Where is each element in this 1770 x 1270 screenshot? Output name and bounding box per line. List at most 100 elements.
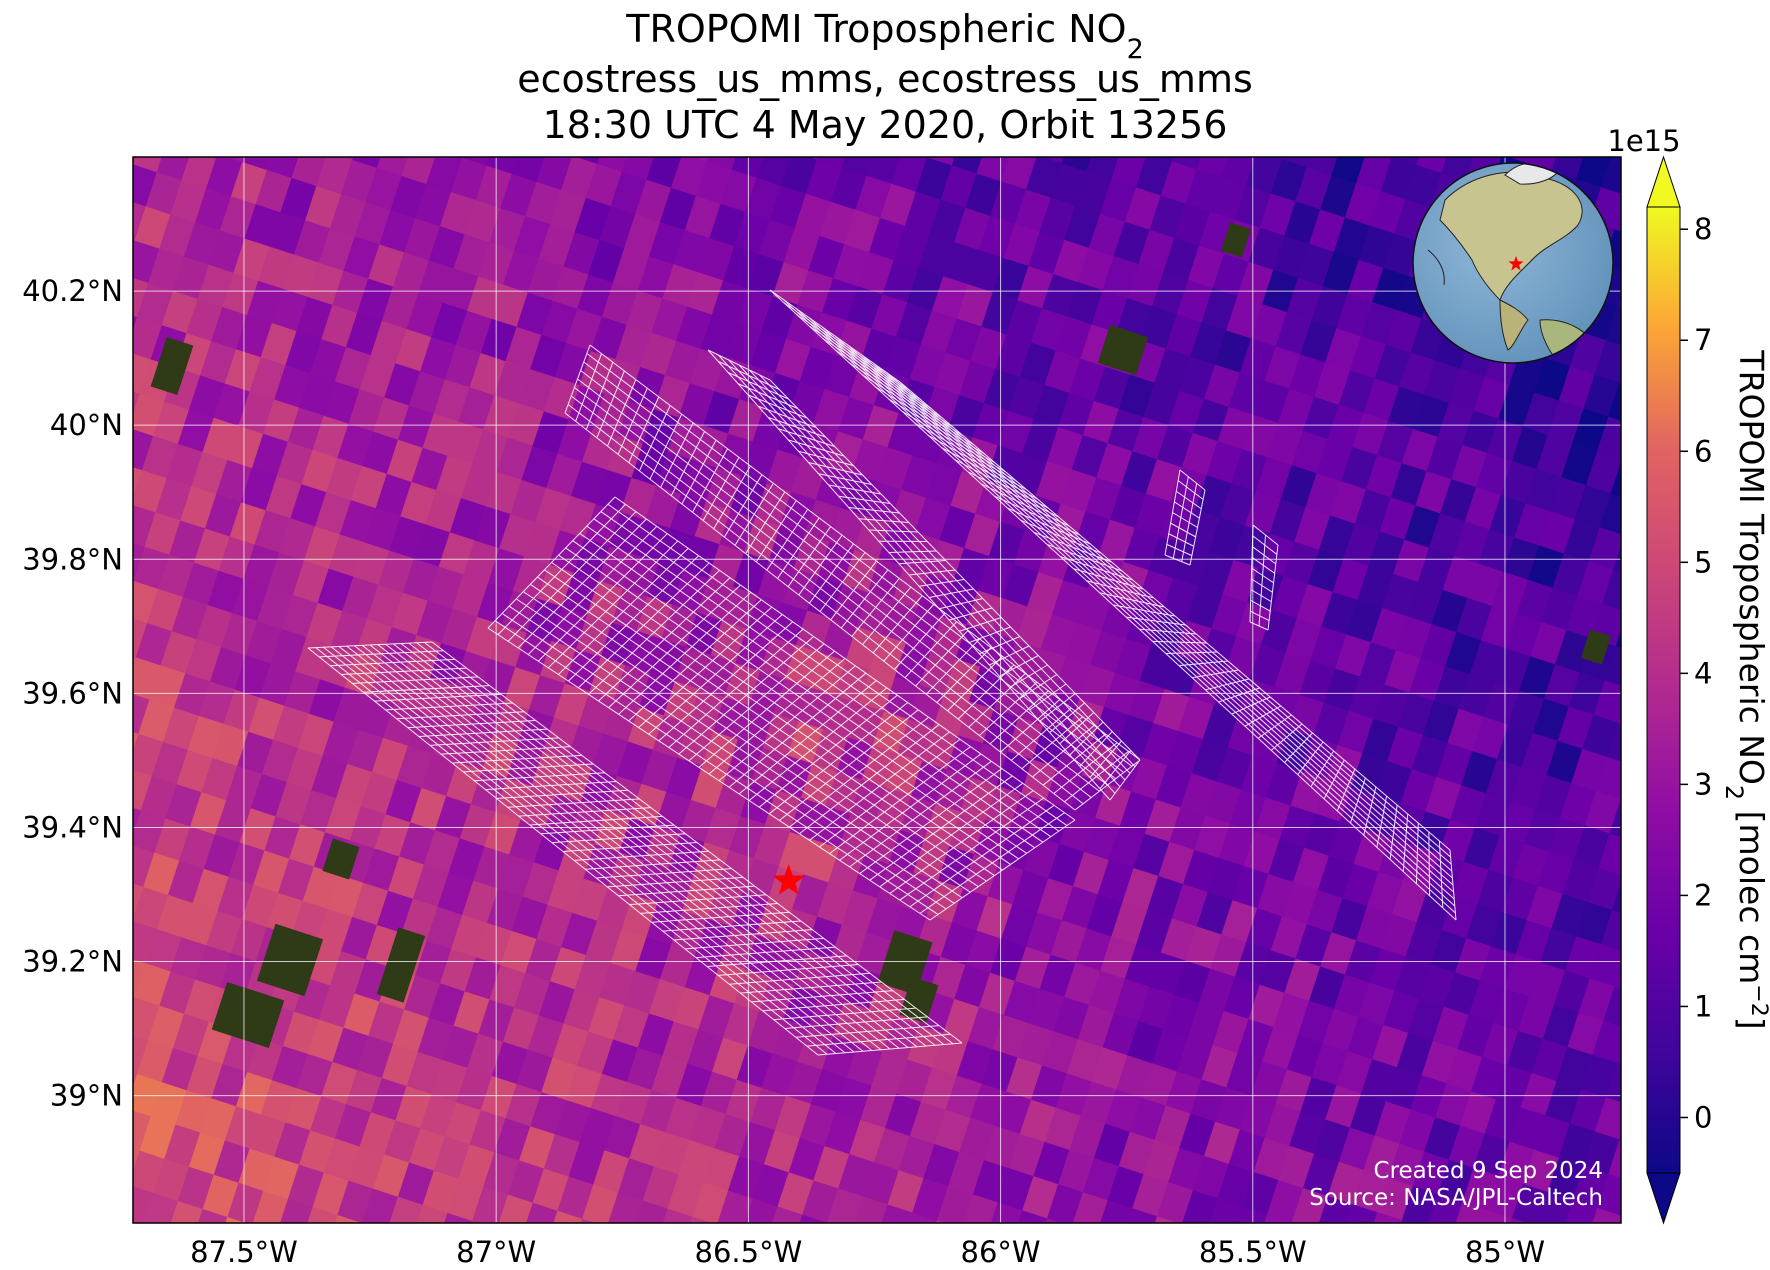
no2-pixel — [1046, 1184, 1084, 1223]
no2-pixel — [981, 292, 1019, 336]
no2-pixel — [1459, 1091, 1497, 1135]
no2-pixel — [1231, 1206, 1268, 1223]
no2-pixel — [1596, 1173, 1621, 1217]
no2-pixel — [395, 328, 433, 373]
no2-pixel — [1336, 1051, 1373, 1095]
no2-pixel — [1536, 434, 1574, 479]
no2-pixel — [376, 157, 414, 177]
no2-pixel — [318, 985, 356, 1029]
no2-pixel — [1208, 517, 1246, 561]
no2-pixel — [1077, 247, 1115, 292]
no2-pixel — [309, 1096, 347, 1140]
no2-pixel — [1294, 507, 1331, 551]
site-star-icon[interactable] — [772, 864, 805, 895]
no2-pixel — [1093, 366, 1131, 410]
no2-pixel — [387, 856, 425, 900]
no2-pixel — [58, 106, 95, 149]
no2-pixel — [942, 999, 980, 1043]
no2-pixel — [136, 1039, 174, 1084]
inset-globe-icon — [1412, 162, 1614, 364]
no2-pixel — [267, 552, 305, 596]
no2-pixel — [1066, 1039, 1104, 1083]
no2-pixel — [334, 1104, 372, 1148]
no2-pixel — [698, 238, 735, 282]
no2-pixel — [69, 71, 106, 114]
no2-pixel — [154, 818, 191, 862]
no2-pixel — [231, 578, 269, 623]
no2-pixel — [422, 413, 460, 457]
no2-pixel — [304, 186, 342, 230]
no2-pixel — [406, 294, 444, 338]
no2-pixel — [790, 457, 828, 501]
no2-pixel — [339, 500, 377, 544]
no2-pixel — [260, 323, 298, 367]
map-panel[interactable] — [43, 69, 1718, 1270]
no2-pixel — [687, 1029, 724, 1073]
no2-pixel — [92, 1177, 129, 1220]
no2-pixel — [1104, 1089, 1142, 1133]
no2-pixel — [559, 495, 597, 540]
no2-pixel — [346, 729, 384, 773]
no2-pixel — [1605, 305, 1621, 350]
no2-pixel — [411, 1204, 449, 1223]
no2-pixel — [209, 647, 247, 691]
no2-pixel — [1610, 458, 1621, 503]
no2-pixel — [684, 952, 722, 997]
no2-pixel — [1478, 529, 1516, 573]
no2-pixel — [1291, 1188, 1329, 1223]
no2-pixel — [651, 298, 688, 342]
no2-pixel — [841, 890, 879, 934]
no2-pixel — [1396, 1032, 1434, 1077]
no2-pixel — [894, 642, 932, 686]
no2-pixel — [144, 512, 182, 556]
no2-pixel — [1179, 1113, 1216, 1157]
no2-pixel — [1080, 1081, 1118, 1125]
no2-pixel — [1291, 430, 1329, 475]
no2-pixel — [173, 673, 211, 717]
no2-pixel — [989, 938, 1027, 982]
no2-pixel — [152, 401, 190, 445]
no2-pixel — [301, 449, 339, 494]
no2-pixel — [1028, 231, 1066, 276]
no2-pixel — [356, 278, 394, 322]
no2-pixel — [496, 1194, 534, 1223]
no2-pixel — [563, 232, 601, 276]
colorbar-tick-label: 1 — [1694, 989, 1712, 1023]
no2-pixel — [604, 1116, 642, 1160]
no2-pixel — [337, 1180, 374, 1223]
no2-pixel — [1327, 404, 1365, 449]
no2-pixel — [254, 510, 292, 554]
no2-pixel — [1341, 1204, 1378, 1223]
no2-pixel — [947, 394, 985, 439]
no2-pixel — [1039, 954, 1077, 998]
no2-pixel — [1441, 895, 1479, 940]
no2-pixel — [91, 760, 128, 803]
no2-pixel — [876, 447, 913, 491]
no2-pixel — [1014, 189, 1052, 233]
no2-pixel — [1203, 1121, 1241, 1165]
no2-pixel — [1300, 320, 1338, 364]
no2-pixel — [207, 570, 245, 614]
no2-pixel — [1574, 485, 1612, 529]
lat-tick-label: 39°N — [50, 1079, 123, 1113]
no2-pixel — [745, 934, 782, 979]
no2-pixel — [1403, 89, 1440, 132]
no2-pixel — [253, 93, 290, 136]
no2-pixel — [596, 886, 634, 930]
no2-pixel — [259, 663, 297, 707]
colorbar-label: TROPOMI Tropospheric NO2 [molec cm−2] — [1720, 349, 1770, 1029]
no2-pixel — [1528, 962, 1566, 1006]
no2-pixel — [1094, 783, 1132, 827]
no2-pixel — [1497, 384, 1535, 428]
no2-pixel — [464, 957, 502, 1001]
no2-pixel — [965, 173, 1002, 217]
no2-pixel — [463, 540, 501, 584]
no2-pixel — [1202, 704, 1240, 749]
no2-pixel — [489, 965, 527, 1009]
no2-pixel — [408, 1128, 446, 1172]
no2-pixel — [141, 1192, 179, 1223]
no2-pixel — [397, 405, 435, 449]
no2-pixel — [825, 771, 863, 815]
no2-pixel — [1143, 382, 1181, 427]
no2-pixel — [500, 930, 538, 975]
